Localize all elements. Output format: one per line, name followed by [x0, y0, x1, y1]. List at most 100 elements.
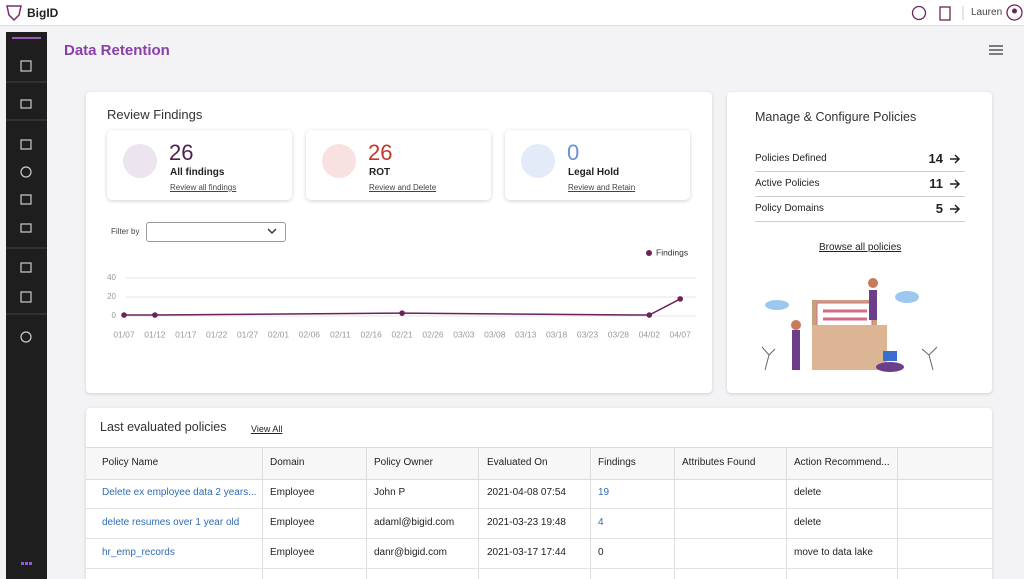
menu-icon[interactable]: [989, 44, 1003, 56]
link[interactable]: Review all findings: [170, 183, 237, 192]
link[interactable]: Review and Retain: [568, 183, 636, 192]
table-cell: Employee: [270, 487, 315, 498]
table-cell: delete: [794, 517, 822, 528]
user-name[interactable]: Lauren: [971, 7, 1003, 18]
illustration: [761, 278, 938, 372]
x-tick-label: 02/26: [422, 329, 444, 339]
x-tick-label: 02/01: [268, 329, 290, 339]
count: 26: [169, 140, 194, 165]
view-all-link[interactable]: View All: [251, 424, 283, 434]
icon: [322, 144, 356, 178]
table-cell: 2021-04-08 07:54: [487, 487, 566, 498]
page-title: Data Retention: [64, 42, 170, 59]
policies-title: Manage & Configure Policies: [755, 110, 917, 124]
findings-card[interactable]: 26 All findings Review all findings: [107, 130, 292, 200]
column-header: Policy Name: [102, 457, 159, 468]
column-header: Domain: [270, 457, 305, 468]
policy-row[interactable]: Policies Defined 14: [755, 147, 965, 172]
table-cell: move to data lake: [794, 547, 873, 558]
table-cell: 2021-03-17 17:44: [487, 547, 566, 558]
sidebar-icons[interactable]: [6, 52, 47, 572]
legal-hold-card[interactable]: 0 Legal Hold Review and Retain: [505, 130, 690, 200]
header-icons[interactable]: [911, 5, 971, 21]
policy-row[interactable]: Active Policies 11: [755, 172, 965, 197]
label: Legal Hold: [568, 167, 620, 178]
count: 26: [368, 140, 393, 165]
x-tick-label: 03/23: [577, 329, 599, 339]
table-cell[interactable]: hr_emp_records: [102, 547, 175, 558]
review-title: Review Findings: [107, 107, 203, 122]
row-divider: [86, 508, 992, 509]
row-divider: [86, 538, 992, 539]
column-header: Findings: [598, 457, 636, 468]
table-cell[interactable]: 4: [598, 517, 604, 528]
policy-row-label: Policy Domains: [755, 203, 824, 214]
table-cell: adaml@bigid.com: [374, 517, 455, 528]
column-divider: [366, 448, 367, 579]
x-tick-label: 01/22: [206, 329, 228, 339]
filter-select[interactable]: [146, 222, 286, 242]
x-tick-label: 01/07: [113, 329, 135, 339]
icon: [123, 144, 157, 178]
table-cell[interactable]: delete resumes over 1 year old: [102, 517, 240, 528]
policy-row-count: 11: [929, 176, 943, 191]
top-bar: BigID Lauren: [0, 0, 1024, 26]
x-tick-label: 02/11: [330, 329, 351, 339]
table-cell: delete: [794, 487, 822, 498]
table-cell: 0: [598, 547, 604, 558]
policy-row-label: Active Policies: [755, 178, 820, 189]
legend-label: Findings: [656, 247, 688, 257]
policy-row-label: Policies Defined: [755, 153, 827, 164]
x-tick-label: 01/12: [144, 329, 166, 339]
column-header: Policy Owner: [374, 457, 433, 468]
arrow-icon[interactable]: [949, 154, 961, 164]
point: [121, 312, 127, 318]
x-tick-label: 02/16: [361, 329, 383, 339]
point: [646, 312, 653, 318]
avatar[interactable]: [1006, 4, 1023, 21]
x-tick-label: 02/21: [391, 329, 413, 339]
x-tick-label: 04/02: [639, 329, 661, 339]
table-cell[interactable]: 19: [598, 487, 610, 498]
column-divider: [262, 448, 263, 579]
table-header: [86, 447, 992, 480]
table-title: Last evaluated policies: [100, 420, 227, 434]
sidebar: [6, 32, 47, 579]
rot-card[interactable]: 26 ROT Review and Delete: [306, 130, 491, 200]
point: [399, 310, 405, 316]
arrow-icon[interactable]: [949, 204, 961, 214]
arrow-icon[interactable]: [949, 179, 961, 189]
x-tick-label: 01/17: [175, 329, 197, 339]
x-tick-label: 03/18: [546, 329, 568, 339]
row-divider: [86, 568, 992, 569]
x-tick-label: 03/08: [484, 329, 506, 339]
browse-link[interactable]: Browse all policies: [819, 242, 902, 253]
x-tick-label: 04/07: [670, 329, 692, 339]
table-cell[interactable]: Delete ex employee data 2 years...: [102, 487, 257, 498]
table-cell: John P: [374, 487, 406, 498]
sidebar-accent: [12, 37, 41, 39]
filter-label: Filter by: [111, 227, 140, 236]
point: [677, 296, 683, 302]
column-divider: [590, 448, 591, 579]
x-tick-label: 02/06: [299, 329, 321, 339]
policy-row[interactable]: Policy Domains 5: [755, 197, 965, 222]
column-divider: [786, 448, 787, 579]
table-card: [86, 408, 992, 579]
logo-icon: [6, 5, 22, 21]
legend-marker: [646, 250, 652, 256]
y-tick-label: 0: [112, 311, 117, 320]
column-header: Attributes Found: [682, 457, 756, 468]
column-divider: [897, 448, 898, 579]
label: All findings: [170, 167, 225, 178]
table-cell: Employee: [270, 517, 315, 528]
table-cell: danr@bigid.com: [374, 547, 447, 558]
link[interactable]: Review and Delete: [369, 183, 437, 192]
x-tick-label: 01/27: [237, 329, 259, 339]
point: [152, 312, 158, 318]
policy-row-count: 5: [935, 201, 943, 216]
x-tick-label: 03/28: [608, 329, 630, 339]
brand: BigID: [27, 6, 59, 20]
y-tick-label: 20: [107, 292, 116, 301]
